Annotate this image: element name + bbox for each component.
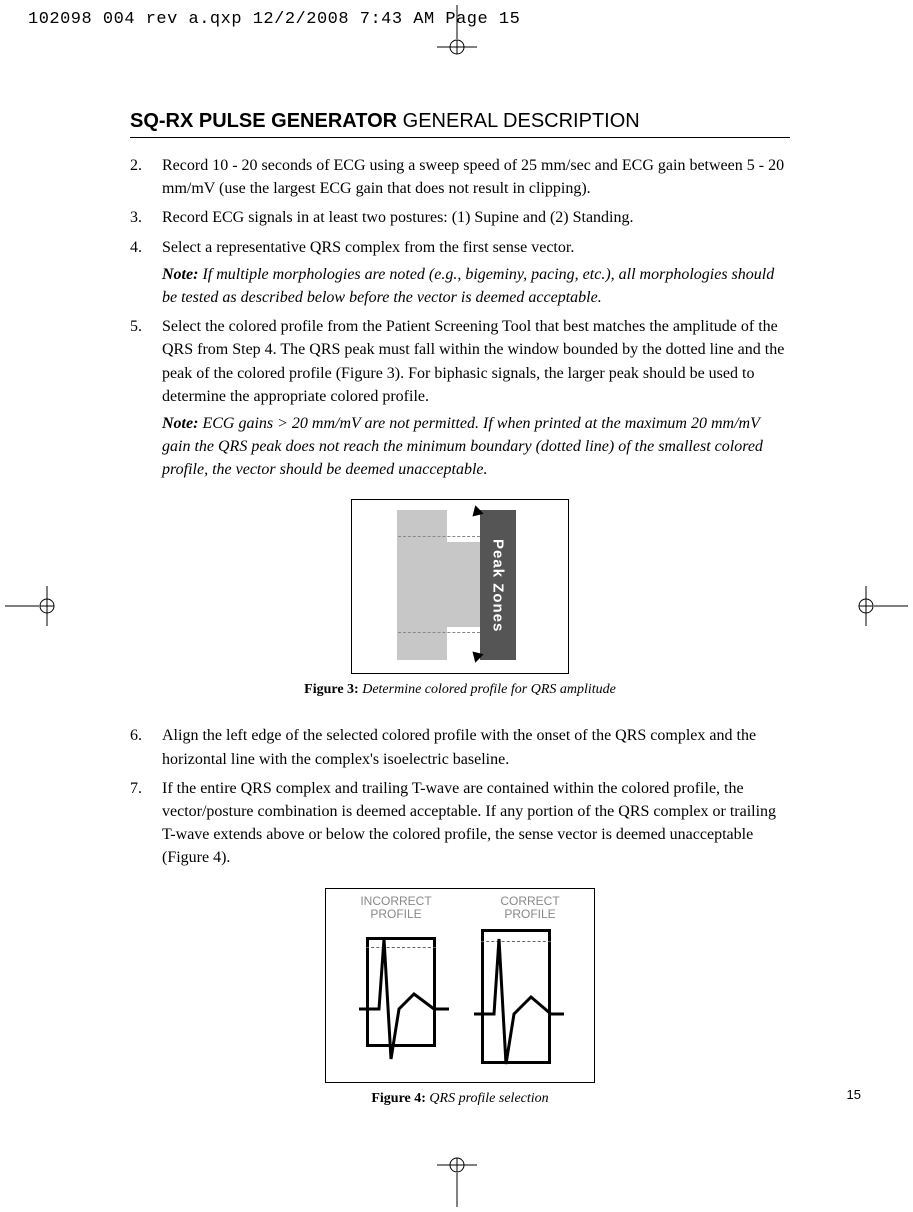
heading-light: GENERAL DESCRIPTION xyxy=(397,110,640,132)
list-item: 7. If the entire QRS complex and trailin… xyxy=(130,777,790,870)
peak-zones-label: Peak Zones xyxy=(490,539,507,632)
item-number: 7. xyxy=(130,777,162,870)
item-number: 3. xyxy=(130,206,162,229)
item-number: 5. xyxy=(130,315,162,481)
figure-4: INCORRECT PROFILE CORRECT PROFILE Figure… xyxy=(130,888,790,1107)
page-number: 15 xyxy=(847,1087,861,1102)
peak-zones-bar: Peak Zones xyxy=(480,510,516,660)
correct-qrs-waveform xyxy=(469,929,569,1074)
figure-3-image: Peak Zones xyxy=(351,499,569,674)
figure-3-caption: Figure 3: Determine colored profile for … xyxy=(304,682,616,698)
item-text: Record 10 - 20 seconds of ECG using a sw… xyxy=(162,154,790,200)
item-text: Align the left edge of the selected colo… xyxy=(162,724,790,770)
crop-mark-right xyxy=(858,576,908,636)
list-item: 6. Align the left edge of the selected c… xyxy=(130,724,790,770)
crop-mark-top xyxy=(427,5,487,55)
page-content: SQ-RX PULSE GENERATOR GENERAL DESCRIPTIO… xyxy=(130,110,790,1133)
heading-bold: SQ-RX PULSE GENERATOR xyxy=(130,110,397,132)
caption-italic: QRS profile selection xyxy=(429,1091,548,1106)
list-item: 5. Select the colored profile from the P… xyxy=(130,315,790,481)
item-note: Note: If multiple morphologies are noted… xyxy=(162,263,790,309)
list-item: 4. Select a representative QRS complex f… xyxy=(130,236,790,310)
note-label: Note: xyxy=(162,266,198,283)
instruction-list-continued: 6. Align the left edge of the selected c… xyxy=(130,724,790,869)
crop-mark-left xyxy=(5,576,55,636)
note-text: If multiple morphologies are noted (e.g.… xyxy=(162,266,774,306)
item-text: Select the colored profile from the Pati… xyxy=(162,318,784,405)
item-note: Note: ECG gains > 20 mm/mV are not permi… xyxy=(162,412,790,482)
list-item: 3. Record ECG signals in at least two po… xyxy=(130,206,790,229)
item-number: 4. xyxy=(130,236,162,310)
incorrect-profile-label: INCORRECT PROFILE xyxy=(360,895,431,921)
list-item: 2. Record 10 - 20 seconds of ECG using a… xyxy=(130,154,790,200)
item-text: If the entire QRS complex and trailing T… xyxy=(162,777,790,870)
item-body: Select a representative QRS complex from… xyxy=(162,236,790,310)
figure-3: Peak Zones Figure 3: Determine colored p… xyxy=(130,499,790,698)
note-label: Note: xyxy=(162,415,198,432)
instruction-list: 2. Record 10 - 20 seconds of ECG using a… xyxy=(130,154,790,481)
figure-4-caption: Figure 4: QRS profile selection xyxy=(371,1091,548,1107)
caption-bold: Figure 4: xyxy=(371,1091,426,1106)
crop-mark-bottom xyxy=(427,1157,487,1207)
note-text: ECG gains > 20 mm/mV are not permitted. … xyxy=(162,415,763,478)
item-number: 6. xyxy=(130,724,162,770)
caption-italic: Determine colored profile for QRS amplit… xyxy=(362,682,616,697)
figure-4-image: INCORRECT PROFILE CORRECT PROFILE xyxy=(325,888,595,1083)
item-text: Select a representative QRS complex from… xyxy=(162,239,574,256)
item-number: 2. xyxy=(130,154,162,200)
section-heading: SQ-RX PULSE GENERATOR GENERAL DESCRIPTIO… xyxy=(130,110,790,138)
caption-bold: Figure 3: xyxy=(304,682,359,697)
correct-profile-label: CORRECT PROFILE xyxy=(500,895,559,921)
figure-4-labels: INCORRECT PROFILE CORRECT PROFILE xyxy=(326,895,594,921)
item-text: Record ECG signals in at least two postu… xyxy=(162,206,790,229)
incorrect-qrs-waveform xyxy=(354,934,454,1064)
item-body: Select the colored profile from the Pati… xyxy=(162,315,790,481)
